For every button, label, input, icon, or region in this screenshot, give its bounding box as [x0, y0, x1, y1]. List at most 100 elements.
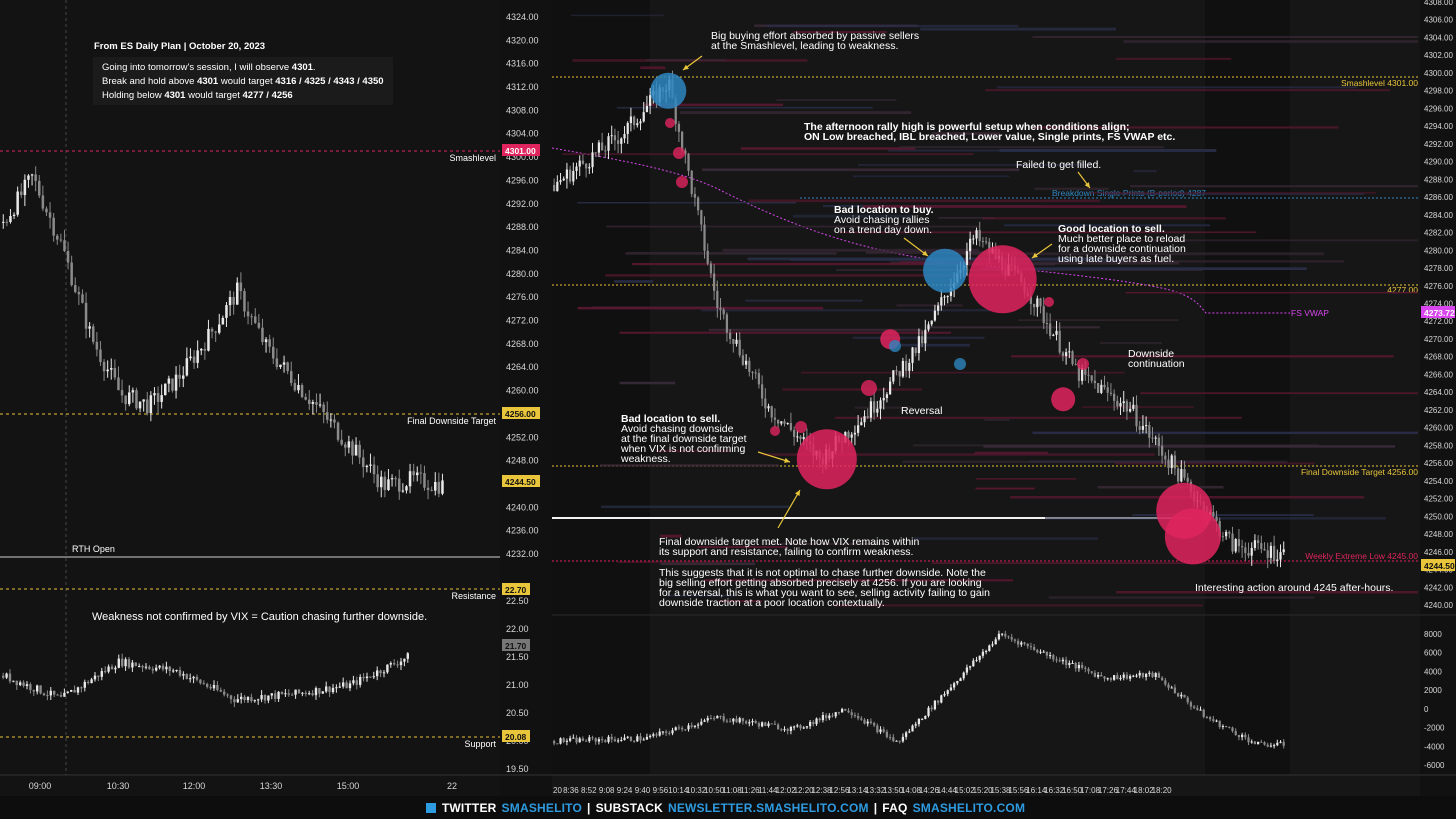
right-price-tick: 4278.00	[1424, 264, 1453, 273]
right-candle	[639, 121, 642, 124]
x-right-tick: 17:26	[1098, 786, 1119, 795]
delta-candle	[1058, 660, 1061, 662]
vix-candle	[274, 693, 277, 699]
heatmap-band	[625, 252, 837, 255]
delta-candle	[767, 723, 770, 727]
right-candle	[1215, 516, 1218, 522]
delta-candle	[1225, 726, 1228, 728]
delta-candle	[780, 729, 783, 731]
delta-candle	[921, 718, 924, 720]
delta-candle	[1257, 741, 1260, 745]
right-candle	[626, 122, 629, 134]
delta-candle	[1036, 649, 1039, 653]
heatmap-band	[1032, 35, 1418, 39]
heatmap-band	[776, 99, 897, 101]
delta-candle	[1177, 693, 1180, 697]
delta-candle	[1276, 742, 1279, 746]
heatmap-band	[1127, 239, 1418, 242]
heatmap-band	[701, 309, 990, 312]
right-candle	[649, 95, 652, 106]
right-candle	[745, 360, 748, 365]
right-candle	[879, 400, 882, 409]
mid-price-tick: 4284.00	[506, 245, 539, 255]
right-candle	[892, 370, 895, 382]
vix-candle	[229, 695, 233, 700]
vix-tag-res: 22.70	[505, 585, 527, 595]
delta-candle	[585, 740, 588, 742]
heatmap-band	[1048, 596, 1315, 599]
sell-bubble	[796, 429, 857, 490]
x-right-tick: 14:26	[919, 786, 940, 795]
delta-candle	[991, 644, 994, 646]
annotation: Bad location to sell. Avoid chasing downs…	[620, 413, 747, 465]
vix-candle	[12, 680, 15, 682]
vix-candle	[389, 663, 392, 665]
delta-candle	[1023, 642, 1026, 644]
delta-candle	[645, 736, 649, 740]
right-price-tick: 4268.00	[1424, 353, 1453, 362]
vix-candle	[212, 684, 216, 689]
vix-candle	[15, 680, 18, 686]
delta-candle	[607, 736, 610, 743]
vix-candle	[403, 658, 406, 662]
delta-candle	[831, 715, 834, 717]
footer-substack-url[interactable]: NEWSLETTER.SMASHELITO.COM	[667, 800, 869, 815]
heatmap-band	[890, 261, 1179, 265]
right-tag-fsvwap: 4273.72	[1424, 308, 1455, 318]
mid-price-tick: 4272.00	[506, 316, 539, 326]
delta-tick: 2000	[1424, 686, 1442, 695]
left-candle	[81, 294, 84, 303]
delta-candle	[917, 718, 921, 725]
mid-tag-final: 4256.00	[505, 409, 536, 419]
delta-candle	[1122, 674, 1125, 678]
delta-candle	[1164, 680, 1167, 685]
x-right-tick: 15:20	[973, 786, 994, 795]
delta-candle	[1253, 741, 1257, 745]
footer-faq-url[interactable]: SMASHELITO.COM	[912, 800, 1026, 815]
heatmap-band	[1018, 319, 1179, 321]
delta-candle	[1193, 706, 1196, 708]
vix-candle	[8, 673, 12, 682]
left-candle	[48, 212, 52, 218]
delta-candle	[658, 731, 661, 736]
delta-candle	[959, 678, 962, 681]
right-price-tick: 4266.00	[1424, 370, 1453, 379]
sell-bubble-small	[676, 176, 688, 188]
left-candle	[398, 478, 401, 492]
vix-candle	[331, 687, 335, 693]
right-candle	[988, 241, 991, 253]
vix-candle	[267, 695, 270, 701]
left-candle	[156, 393, 160, 402]
annotation: Downside continuation	[1128, 348, 1185, 370]
delta-candle	[757, 723, 761, 727]
left-candle	[218, 324, 221, 333]
heatmap-band	[900, 343, 970, 347]
delta-candle	[978, 655, 981, 660]
vix-tick: 19.50	[506, 764, 529, 774]
vix-candle	[206, 683, 209, 687]
vix-candle	[243, 696, 246, 701]
delta-candle	[997, 633, 1001, 640]
left-candle	[102, 361, 106, 372]
delta-candle	[1189, 702, 1193, 707]
heatmap-band	[766, 24, 1019, 28]
delta-candle	[770, 723, 773, 725]
left-candle	[257, 322, 261, 328]
delta-candle	[681, 727, 684, 730]
right-candle	[1145, 425, 1148, 427]
left-candle	[261, 327, 264, 343]
right-candle	[1250, 547, 1253, 556]
mid-price-tick: 4316.00	[506, 59, 539, 69]
left-candle	[340, 439, 343, 445]
right-candle	[1148, 425, 1151, 438]
right-candle	[629, 116, 633, 123]
delta-candle	[1013, 639, 1017, 641]
footer-twitter-handle[interactable]: SMASHELITO	[501, 800, 582, 815]
x-right-tick: 15:02	[955, 786, 976, 795]
right-candle	[786, 423, 789, 425]
right-candle	[917, 336, 921, 354]
vix-candle	[359, 676, 362, 685]
right-candle	[636, 123, 639, 126]
heatmap-band	[632, 262, 1012, 266]
right-candle	[1231, 533, 1234, 552]
